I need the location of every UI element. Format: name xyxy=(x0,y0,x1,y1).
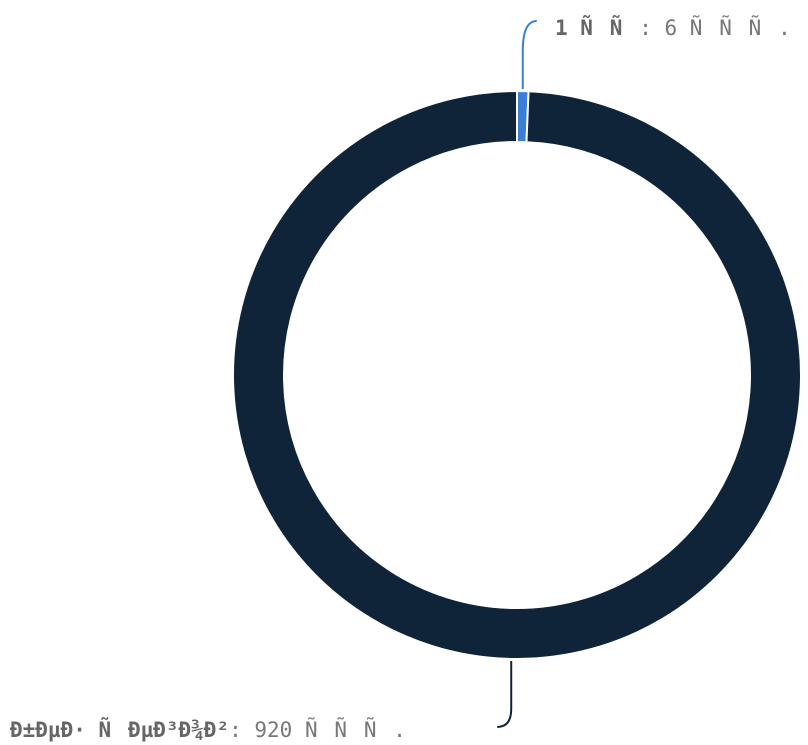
leader-lines-group xyxy=(497,20,537,728)
slice-label-small-value: : 6 ÑÑÑ. xyxy=(639,14,791,40)
leader-line-large xyxy=(497,660,513,728)
slice-label-large-name: Ð±ÐµÐ· ÑÐµÐ³Ð¾Ð² xyxy=(10,717,229,742)
slice-1 xyxy=(232,89,802,660)
slice-label-large: Ð±ÐµÐ· ÑÐµÐ³Ð¾Ð²: 920 ÑÑÑ. xyxy=(10,716,406,742)
slice-label-small: 1 ÑÑ: 6 ÑÑÑ. xyxy=(555,14,791,40)
slice-label-small-name: 1 ÑÑ xyxy=(555,15,639,40)
leader-line-small xyxy=(521,20,537,90)
slices-group xyxy=(232,89,802,660)
slice-label-large-value: : 920 ÑÑÑ. xyxy=(229,716,406,742)
